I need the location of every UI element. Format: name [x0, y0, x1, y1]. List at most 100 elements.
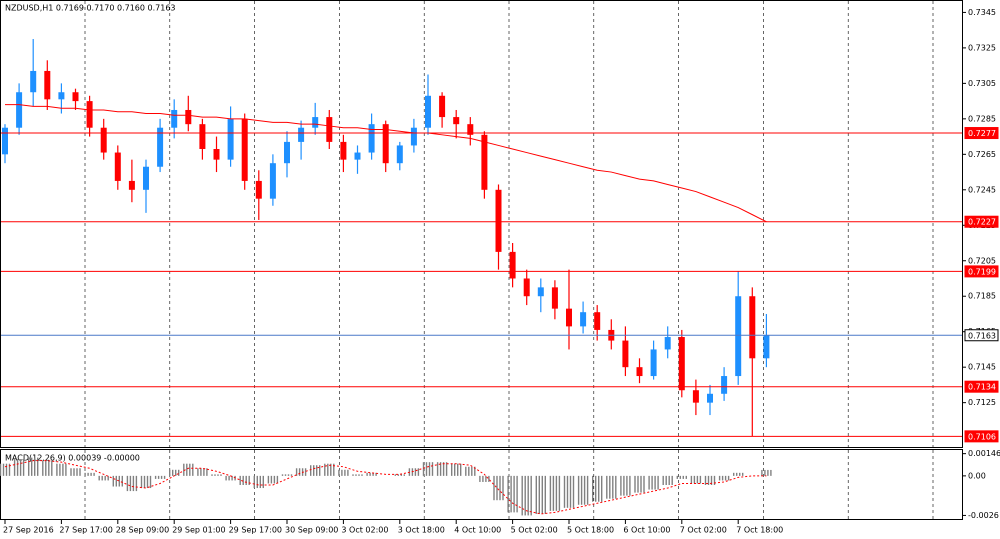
price-level-box — [964, 380, 999, 393]
y-tick-label: 0.00 — [968, 471, 986, 480]
y-tick-label: 0.7345 — [968, 8, 996, 17]
candle-body — [16, 92, 23, 128]
candle-body — [312, 117, 319, 128]
x-tick-label: 3 Oct 02:00 — [341, 526, 388, 535]
candle-body — [396, 145, 403, 164]
candle-body — [128, 180, 135, 190]
candle-body — [439, 95, 446, 118]
price-level-label: 0.7227 — [968, 218, 996, 227]
candle-body — [481, 134, 488, 190]
x-tick-label: 30 Sep 09:00 — [285, 526, 338, 535]
candle-body — [580, 312, 587, 327]
x-tick-label: 4 Oct 10:00 — [454, 526, 501, 535]
y-tick-label: 0.7305 — [968, 79, 996, 88]
price-level-box — [964, 430, 999, 443]
candle-body — [551, 287, 558, 309]
y-tick-label: 0.7145 — [968, 363, 996, 372]
candle-body — [636, 367, 643, 377]
y-tick-label: 0.7125 — [968, 398, 996, 407]
y-tick-label: 0.7205 — [968, 256, 996, 265]
price-level-box — [964, 265, 999, 278]
candle-body — [523, 278, 530, 297]
candle-body — [410, 127, 417, 146]
y-tick-label: 0.7185 — [968, 292, 996, 301]
candle-body — [340, 141, 347, 160]
candle-body — [537, 287, 544, 297]
candle-body — [495, 189, 502, 252]
candle-body — [509, 251, 516, 279]
macd-header: MACD(12,26,9) 0.00039 -0.00000 — [5, 454, 140, 463]
y-tick-label: 0.00146 — [968, 449, 1000, 458]
x-tick-label: 29 Sep 01:00 — [172, 526, 225, 535]
y-tick-label: 0.7285 — [968, 114, 996, 123]
x-tick-label: 5 Oct 18:00 — [567, 526, 614, 535]
price-level-label: 0.7199 — [968, 267, 996, 276]
candle-body — [30, 70, 37, 93]
x-tick-label: 6 Oct 10:00 — [623, 526, 670, 535]
price-pane — [0, 0, 963, 448]
candle-body — [707, 393, 713, 403]
candle-body — [157, 127, 164, 167]
x-tick-label: 5 Oct 02:00 — [511, 526, 558, 535]
candle-body — [368, 124, 375, 153]
candle-body — [241, 118, 248, 181]
candle-body — [100, 127, 107, 153]
candle-body — [255, 180, 262, 199]
candle-body — [594, 312, 601, 330]
price-level-box — [964, 215, 999, 228]
candle-body — [453, 117, 460, 125]
x-tick-label: 27 Sep 17:00 — [59, 526, 112, 535]
candle-body — [227, 118, 234, 160]
x-tick-label: 27 Sep 2016 — [3, 526, 54, 535]
moving-average — [5, 104, 767, 223]
candle-body — [763, 335, 770, 359]
candle-body — [382, 124, 389, 164]
y-tick-label: -0.0026 — [968, 511, 999, 520]
candle-body — [143, 166, 149, 190]
candle-body — [622, 340, 629, 368]
price-header: NZDUSD,H1 0.7169 0.7170 0.7160 0.7163 — [5, 4, 176, 13]
price-level-label: 0.7134 — [968, 383, 996, 392]
x-tick-label: 29 Sep 17:00 — [229, 526, 282, 535]
x-tick-label: 7 Oct 02:00 — [680, 526, 727, 535]
candle-body — [269, 163, 276, 199]
candle-body — [298, 127, 305, 142]
candle-body — [650, 349, 657, 377]
price-level-label: 0.7277 — [968, 129, 996, 138]
macd-pane — [0, 449, 963, 520]
x-tick-label: 3 Oct 18:00 — [398, 526, 445, 535]
candle-body — [58, 92, 65, 100]
candle-body — [86, 101, 93, 128]
candle-body — [326, 117, 333, 142]
price-level-label: 0.7106 — [968, 432, 996, 441]
candle-body — [354, 152, 361, 160]
price-level-box — [964, 127, 999, 140]
y-tick-label: 0.7325 — [968, 43, 996, 52]
candle-body — [467, 124, 474, 135]
candle-body — [425, 95, 431, 128]
candle-body — [199, 124, 206, 149]
candle-body — [171, 109, 178, 128]
candle-body — [692, 390, 699, 403]
candle-body — [213, 149, 220, 160]
x-tick-label: 7 Oct 18:00 — [736, 526, 783, 535]
y-tick-label: 0.7265 — [968, 150, 996, 159]
candle-body — [114, 152, 121, 181]
candle-body — [664, 337, 671, 350]
price-level-box — [964, 329, 999, 342]
candle-body — [735, 296, 742, 377]
macd-signal — [4, 460, 767, 515]
candle-body — [678, 337, 685, 391]
candle-body — [284, 141, 290, 164]
candle-body — [185, 109, 192, 125]
candle-body — [749, 296, 756, 359]
candle-body — [2, 127, 8, 155]
candle-body — [72, 92, 79, 102]
candle-body — [566, 308, 572, 327]
candle-body — [721, 376, 728, 394]
price-level-label: 0.7163 — [968, 331, 996, 340]
candle-body — [44, 70, 51, 100]
x-tick-label: 28 Sep 09:00 — [116, 526, 169, 535]
